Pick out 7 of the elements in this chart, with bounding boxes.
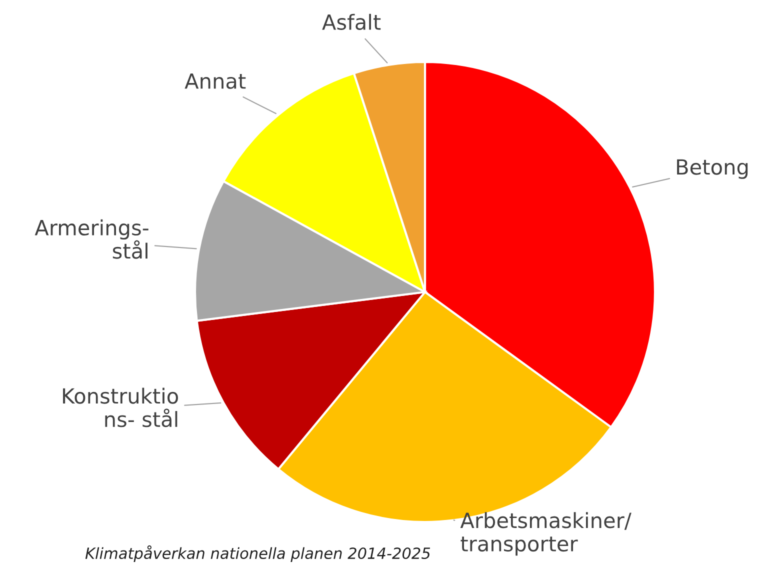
slice-label: Armerings- stål — [34, 219, 148, 259]
text: Klimatpåverkan nationella planen 2014-2025 — [85, 545, 430, 562]
slice-label: Arbetsmaskiner/ transporter — [460, 512, 632, 556]
slice-label: Annat — [184, 73, 246, 89]
slice-label: Asfalt — [322, 14, 381, 30]
slice-label: Konstruktio ns- stål — [63, 388, 178, 428]
slice-label: Betong — [677, 159, 748, 179]
